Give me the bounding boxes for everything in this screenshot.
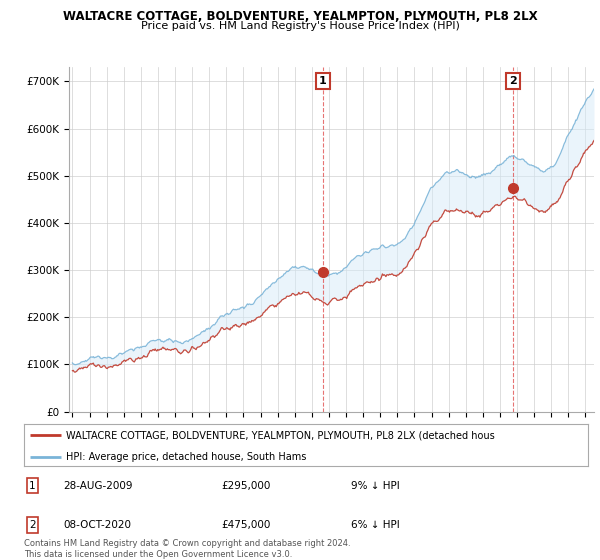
Text: £295,000: £295,000 (221, 481, 271, 491)
Text: Price paid vs. HM Land Registry's House Price Index (HPI): Price paid vs. HM Land Registry's House … (140, 21, 460, 31)
Text: 1: 1 (29, 481, 36, 491)
Text: £475,000: £475,000 (221, 520, 271, 530)
Text: Contains HM Land Registry data © Crown copyright and database right 2024.
This d: Contains HM Land Registry data © Crown c… (24, 539, 350, 559)
Text: 28-AUG-2009: 28-AUG-2009 (64, 481, 133, 491)
Text: 9% ↓ HPI: 9% ↓ HPI (351, 481, 400, 491)
Text: HPI: Average price, detached house, South Hams: HPI: Average price, detached house, Sout… (66, 452, 307, 461)
Text: 2: 2 (509, 76, 517, 86)
Text: 08-OCT-2020: 08-OCT-2020 (64, 520, 131, 530)
Text: 6% ↓ HPI: 6% ↓ HPI (351, 520, 400, 530)
Text: WALTACRE COTTAGE, BOLDVENTURE, YEALMPTON, PLYMOUTH, PL8 2LX (detached hous: WALTACRE COTTAGE, BOLDVENTURE, YEALMPTON… (66, 430, 495, 440)
Text: WALTACRE COTTAGE, BOLDVENTURE, YEALMPTON, PLYMOUTH, PL8 2LX: WALTACRE COTTAGE, BOLDVENTURE, YEALMPTON… (62, 10, 538, 23)
Text: 1: 1 (319, 76, 327, 86)
Text: 2: 2 (29, 520, 36, 530)
